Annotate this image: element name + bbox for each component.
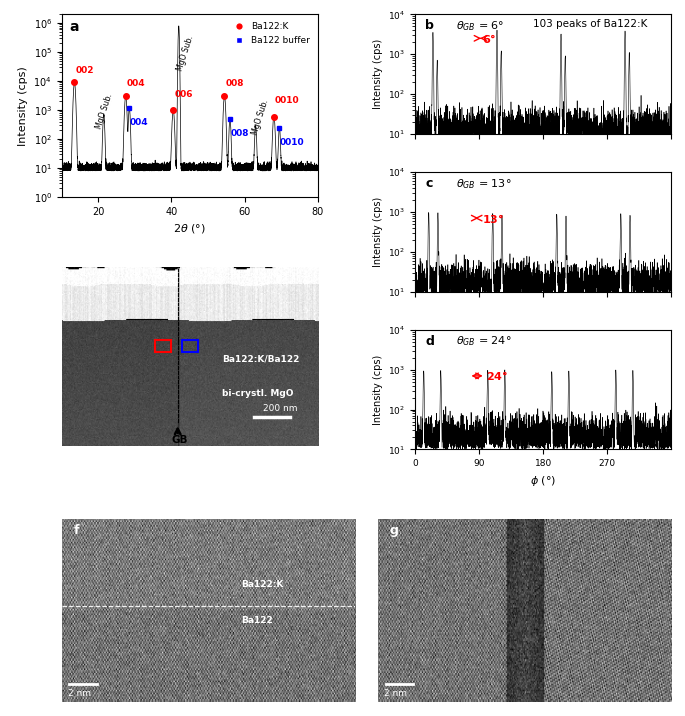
Text: $\theta_{GB}$ = 6°: $\theta_{GB}$ = 6° — [456, 19, 505, 33]
Text: Ba122: Ba122 — [240, 616, 273, 625]
Legend: Ba122:K, Ba122 buffer: Ba122:K, Ba122 buffer — [227, 19, 313, 49]
Text: 200 nm: 200 nm — [263, 404, 298, 412]
Text: 008: 008 — [231, 129, 249, 138]
Text: MgO Sub.: MgO Sub. — [250, 98, 270, 136]
Text: Ba122:K/Ba122: Ba122:K/Ba122 — [222, 354, 299, 364]
Text: g: g — [390, 524, 399, 537]
Text: 0010: 0010 — [280, 137, 305, 147]
Y-axis label: Intensity (cps): Intensity (cps) — [18, 66, 28, 145]
Text: 004: 004 — [130, 118, 149, 127]
Text: $\theta_{GB}$ = 13°: $\theta_{GB}$ = 13° — [456, 177, 512, 190]
Text: f: f — [73, 524, 79, 537]
Text: 0010: 0010 — [275, 96, 299, 105]
Text: 008: 008 — [225, 79, 244, 87]
Text: b: b — [425, 19, 434, 32]
Text: Ba122:K: Ba122:K — [240, 580, 283, 589]
Text: 004: 004 — [127, 79, 145, 87]
Text: c: c — [425, 177, 433, 190]
X-axis label: $2\theta$ (°): $2\theta$ (°) — [173, 223, 206, 236]
Text: GB: GB — [171, 435, 188, 445]
Text: 002: 002 — [75, 66, 94, 75]
Text: MgO Sub.: MgO Sub. — [175, 35, 195, 72]
X-axis label: $\phi$ (°): $\phi$ (°) — [530, 474, 556, 488]
Text: d: d — [425, 334, 434, 348]
Text: $\theta_{GB}$ = 24°: $\theta_{GB}$ = 24° — [456, 334, 512, 349]
Text: $\bf{13°}$: $\bf{13°}$ — [482, 212, 504, 225]
Text: e: e — [66, 270, 75, 284]
Text: 006: 006 — [175, 90, 193, 99]
Y-axis label: Intensity (cps): Intensity (cps) — [373, 354, 383, 425]
Text: 2 nm: 2 nm — [68, 690, 90, 698]
Bar — [155, 341, 171, 352]
Text: $\bf{24°}$: $\bf{24°}$ — [486, 369, 508, 382]
Text: bi-crystl. MgO: bi-crystl. MgO — [222, 389, 293, 397]
Text: 2 nm: 2 nm — [384, 690, 407, 698]
Bar — [182, 341, 198, 352]
Y-axis label: Intensity (cps): Intensity (cps) — [373, 197, 383, 267]
Text: $\bf{6°}$: $\bf{6°}$ — [482, 32, 497, 45]
Text: a: a — [69, 20, 79, 34]
Text: 103 peaks of Ba122:K: 103 peaks of Ba122:K — [533, 19, 647, 29]
Y-axis label: Intensity (cps): Intensity (cps) — [373, 39, 383, 110]
Text: MgO Sub.: MgO Sub. — [95, 93, 114, 130]
